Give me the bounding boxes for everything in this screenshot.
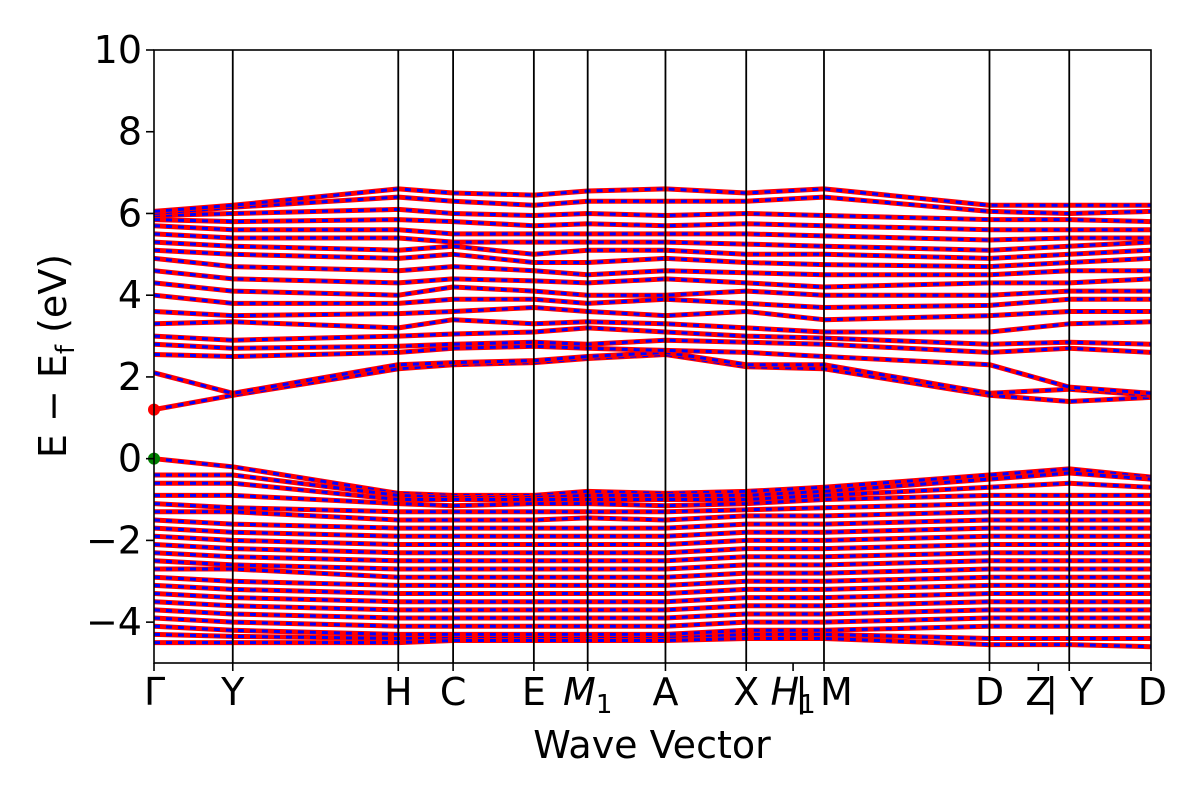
valence-band-7-dashed: [153, 526, 1151, 538]
conduction-band-4-dashed: [153, 326, 1152, 346]
x-tick-label-text-2: H: [384, 670, 413, 714]
x-tick-label-text-0: Γ: [144, 670, 165, 714]
x-tick-label-8: H1: [771, 670, 816, 720]
conduction-band-16-dashed: [153, 207, 1152, 224]
y-axis-title-subscript: f: [51, 344, 81, 354]
x-tick-label-text-8: H: [771, 670, 800, 714]
valence-band-3-dashed: [154, 493, 1151, 508]
conduction-band-0-dashed: [153, 352, 1152, 412]
conduction-band-3-dashed: [153, 338, 1152, 354]
valence-band-2-dashed: [154, 481, 1152, 501]
x-tick-label-sub-5: 1: [596, 690, 613, 720]
x-tick-label-text-3: C: [440, 670, 467, 714]
x-tick-label-4: E: [522, 670, 546, 714]
kpoint-lines: [231, 50, 1071, 663]
x-tick-label-12: | Y: [1045, 670, 1094, 715]
conduction-band-7-dashed: [153, 293, 1151, 310]
y-tick-label-1: −2: [86, 518, 142, 562]
y-tick-label-0: −4: [86, 600, 142, 644]
y-tick-label-6: 8: [118, 110, 142, 154]
valence-band-15-dashed: [153, 592, 1151, 604]
valence-band-6-dashed: [153, 518, 1151, 530]
valence-band-9-dashed: [153, 543, 1151, 555]
valence-band-16-dashed: [153, 600, 1151, 612]
x-tick-label-text-10: D: [975, 670, 1004, 714]
x-tick-label-13: D: [1138, 670, 1167, 714]
conduction-band-10-dashed: [153, 256, 1151, 277]
conduction-band-18-dashed: [153, 187, 1151, 213]
y-axis-title-main: E − E: [31, 354, 75, 458]
conduction-band-14-dashed: [153, 224, 1151, 242]
conduction-band-13-dashed: [153, 232, 1152, 252]
conduction-band-8-dashed: [153, 281, 1151, 297]
conduction-band-2-dashed: [153, 344, 1152, 395]
y-axis: −4 −2 0 2 4 6 8 10: [86, 28, 154, 644]
x-tick-label-text-5: M: [563, 670, 596, 714]
conduction-band-9-dashed: [153, 269, 1152, 289]
y-axis-title-unit: (eV): [31, 254, 75, 345]
x-tick-label-text-9: | M: [795, 670, 853, 715]
valence-band-13-dashed: [153, 575, 1151, 587]
x-axis-title: Wave Vector: [533, 723, 771, 767]
valence-band-21-dashed: [154, 637, 1152, 649]
x-tick-label-3: C: [440, 670, 467, 714]
conduction-band-1-dashed: [153, 350, 1152, 397]
conduction-band-12-dashed: [153, 240, 1152, 260]
valence-band-0-dashed: [153, 457, 1152, 497]
valence-band-18-dashed: [153, 616, 1151, 628]
x-tick-label-2: H: [384, 670, 413, 714]
valence-band-19-dashed: [153, 624, 1151, 636]
x-tick-label-6: A: [652, 670, 678, 714]
y-tick-label-7: 10: [94, 28, 142, 72]
conduction-band-5-dashed: [153, 318, 1152, 334]
x-tick-label-11: Z: [1025, 670, 1051, 714]
valence-band-12-dashed: [154, 567, 1151, 579]
valence-band-17-dashed: [153, 608, 1151, 620]
x-tick-label-0: Γ: [144, 670, 165, 714]
x-tick-label-text-4: E: [522, 670, 546, 714]
x-tick-label-1: Y: [220, 670, 245, 714]
x-tick-label-text-7: X: [733, 670, 759, 714]
conduction-band-15-dashed: [153, 218, 1151, 232]
x-tick-label-text-11: Z: [1025, 670, 1051, 714]
valence-band-14-dashed: [153, 583, 1151, 595]
valence-band-8-dashed: [153, 534, 1151, 546]
x-tick-label-9: | M: [795, 670, 853, 715]
x-tick-label-7: X: [733, 670, 759, 714]
x-tick-label-10: D: [975, 670, 1004, 714]
valence-band-10-dashed: [153, 551, 1151, 563]
y-axis-title: E − Ef (eV): [31, 254, 81, 458]
y-tick-label-3: 2: [118, 355, 142, 399]
x-tick-label-text-6: A: [652, 670, 678, 714]
valence-band-1-dashed: [154, 471, 1152, 499]
valence-band-5-dashed: [154, 510, 1151, 522]
x-tick-label-5: M1: [563, 670, 612, 720]
conduction-band-17-dashed: [153, 195, 1152, 216]
conduction-band-6-dashed: [153, 305, 1151, 322]
y-tick-label-2: 0: [118, 437, 142, 481]
conduction-band-11-dashed: [153, 248, 1152, 269]
y-tick-label-4: 4: [118, 273, 142, 317]
x-tick-label-text-13: D: [1138, 670, 1167, 714]
valence-band-4-dashed: [153, 502, 1151, 514]
x-tick-label-text-12: | Y: [1045, 670, 1094, 715]
x-tick-label-sub-8: 1: [799, 690, 816, 720]
y-tick-label-5: 6: [118, 191, 142, 235]
plot-area: [148, 49, 1152, 664]
bands-layer: [153, 186, 1152, 650]
x-tick-label-text-1: Y: [220, 670, 245, 714]
plot-frame: [153, 49, 1152, 664]
valence-band-11-dashed: [153, 559, 1151, 571]
